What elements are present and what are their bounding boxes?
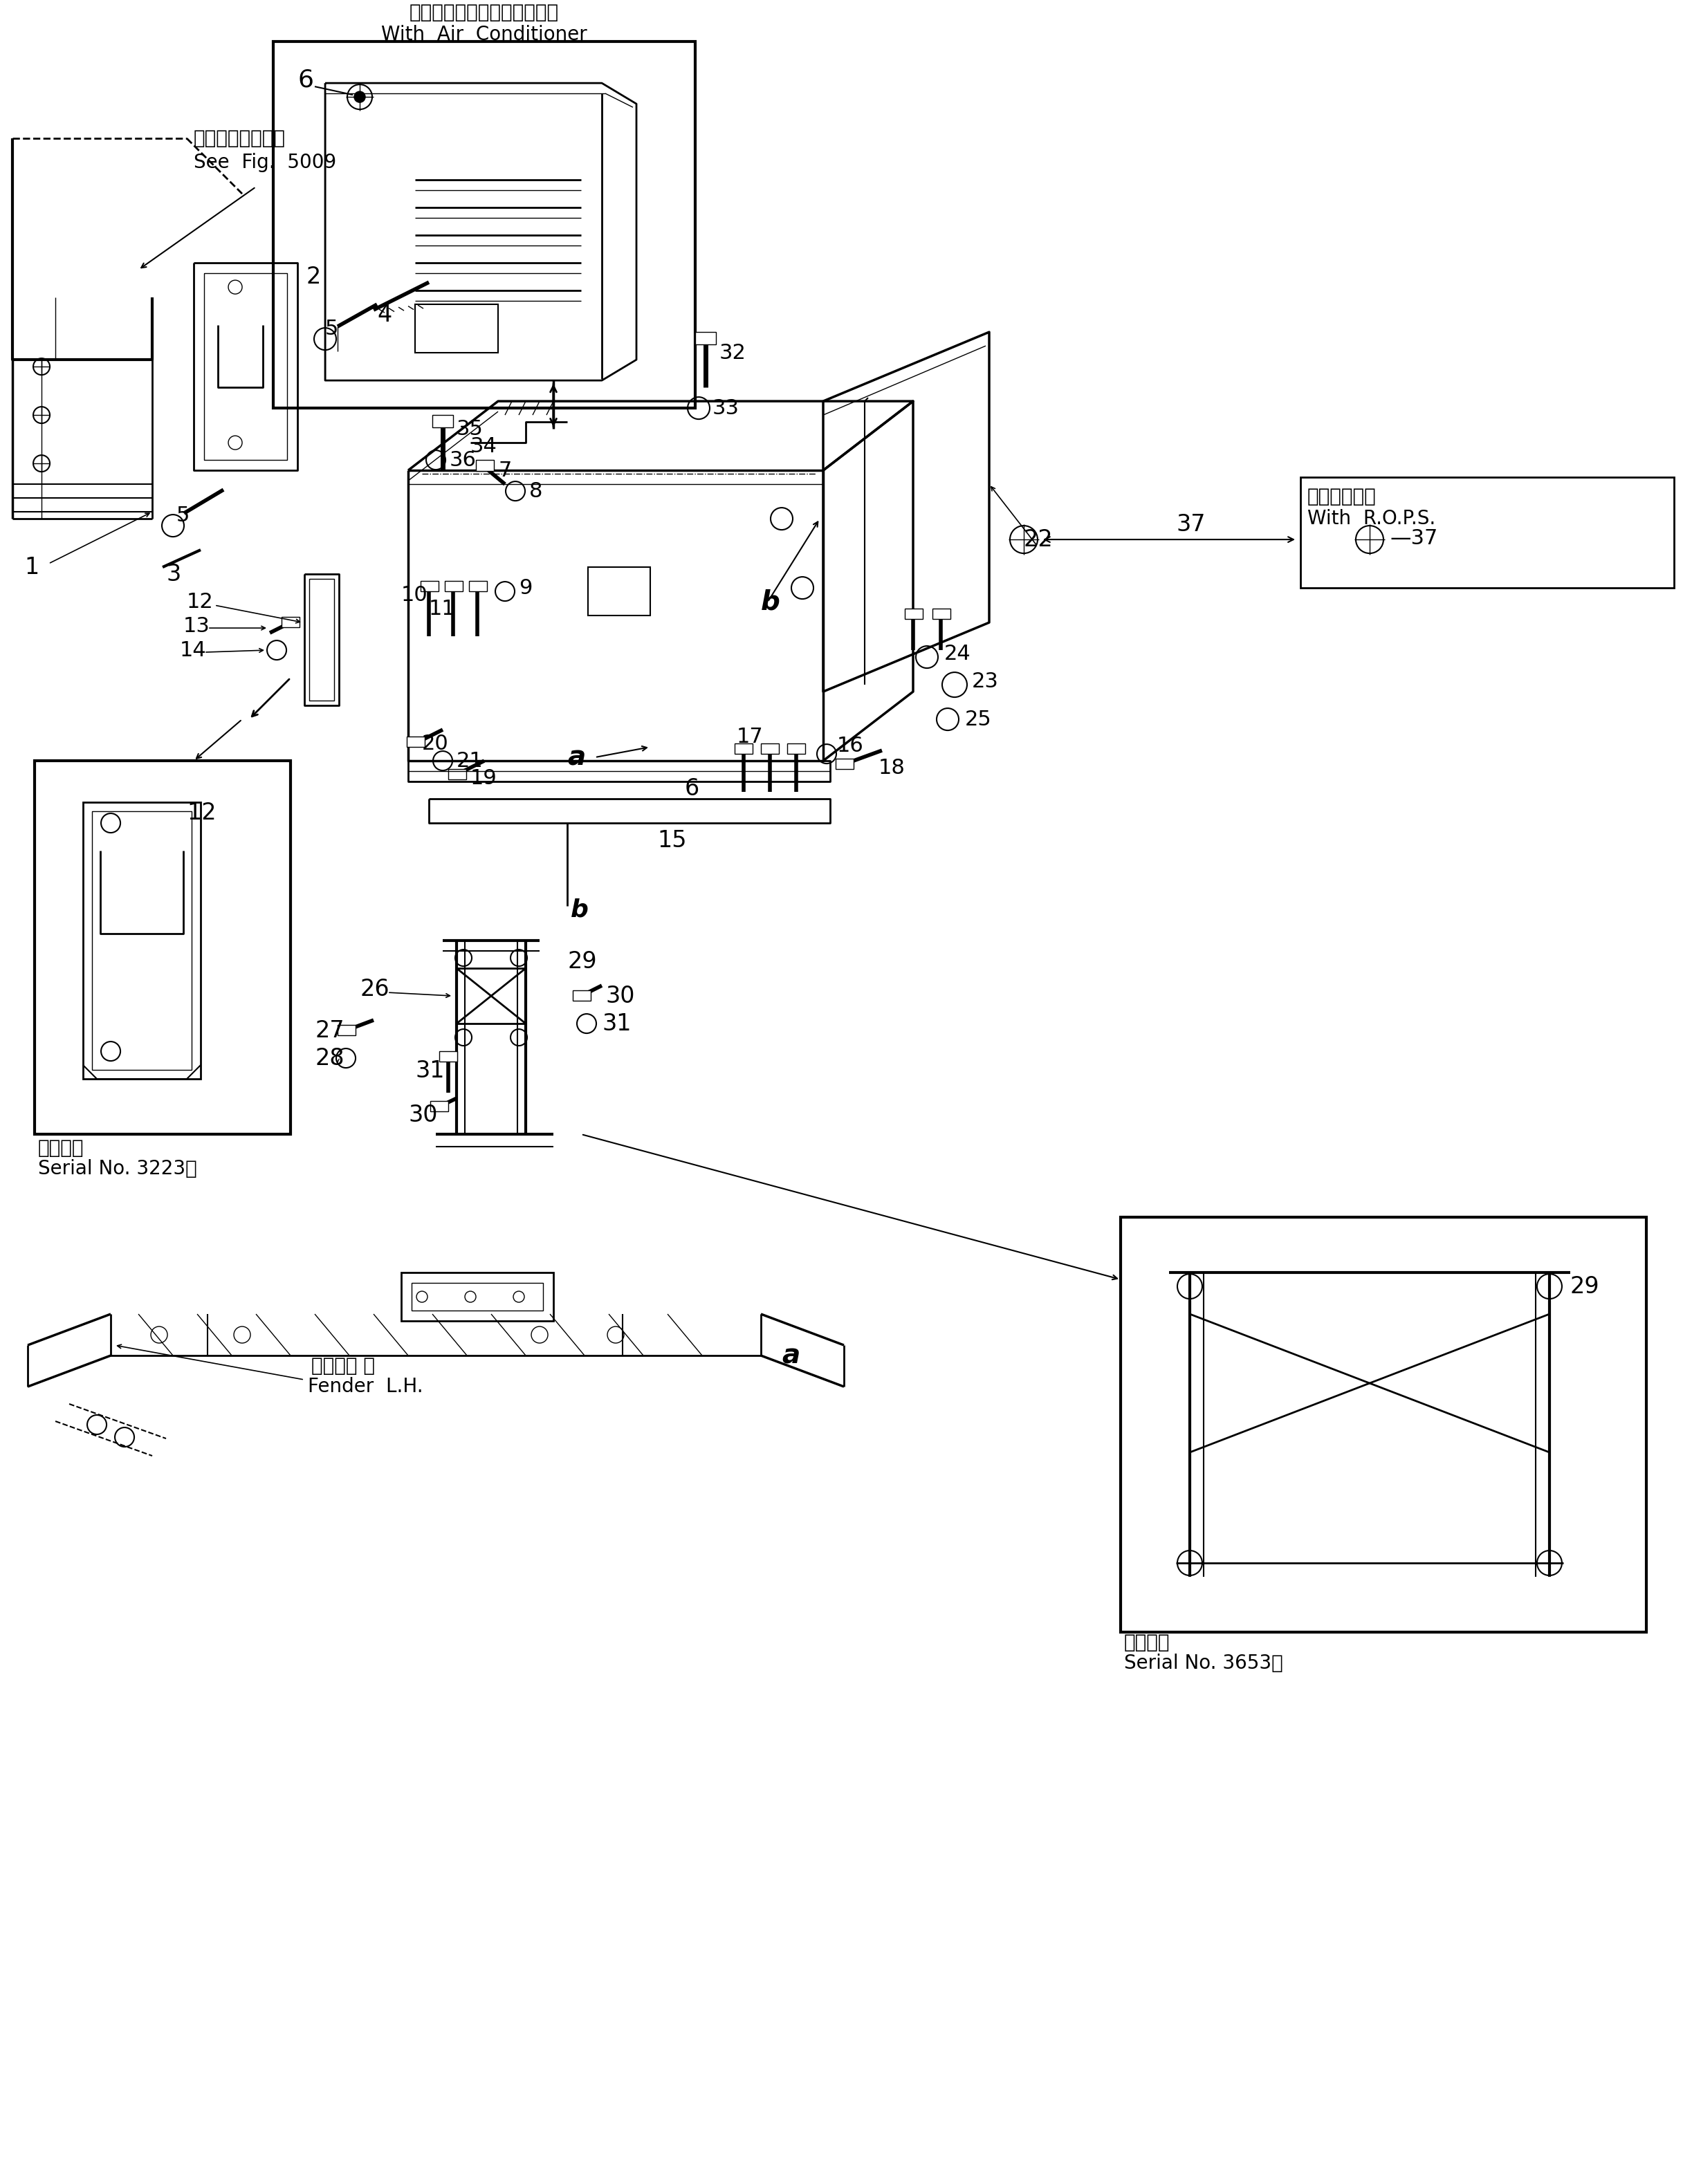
Text: ロプス装着時: ロプス装着時: [1308, 487, 1377, 507]
Bar: [273, 41, 695, 408]
Text: 6: 6: [685, 778, 700, 799]
Text: b: b: [571, 898, 589, 922]
Text: 23: 23: [971, 670, 998, 692]
Text: 11: 11: [429, 598, 456, 618]
Bar: [416, 304, 498, 354]
Bar: [412, 1282, 544, 1310]
Bar: [761, 743, 779, 753]
Text: 10: 10: [401, 585, 427, 605]
Text: 18: 18: [879, 758, 905, 778]
Text: 37: 37: [1176, 513, 1205, 535]
Text: エアーコンディショナ装着時: エアーコンディショナ装着時: [409, 2, 559, 22]
Bar: [448, 769, 466, 780]
Bar: [572, 989, 591, 1000]
Bar: [431, 1101, 448, 1112]
Bar: [401, 1273, 554, 1321]
Bar: [439, 1051, 458, 1061]
Text: 12: 12: [187, 592, 214, 612]
Bar: [281, 616, 300, 627]
Bar: [587, 568, 650, 616]
Text: 36: 36: [449, 450, 476, 470]
Text: フェンダ 左: フェンダ 左: [311, 1356, 375, 1376]
Bar: [476, 461, 493, 472]
Text: 21: 21: [456, 751, 483, 771]
Text: 28: 28: [315, 1046, 343, 1070]
Text: 15: 15: [656, 830, 687, 852]
Text: Fender  L.H.: Fender L.H.: [308, 1376, 422, 1396]
Text: a: a: [567, 745, 586, 771]
Text: 30: 30: [606, 985, 634, 1007]
Text: 5: 5: [177, 505, 190, 526]
Text: 14: 14: [180, 640, 207, 660]
Text: 31: 31: [416, 1059, 444, 1081]
Text: 4: 4: [377, 304, 392, 325]
Text: 29: 29: [1570, 1275, 1601, 1297]
Text: a: a: [781, 1343, 799, 1369]
Text: 適用号機: 適用号機: [1124, 1634, 1170, 1653]
Bar: [1301, 478, 1675, 587]
Bar: [82, 802, 200, 1079]
Text: 22: 22: [1023, 529, 1054, 550]
Bar: [836, 758, 853, 769]
Text: 8: 8: [528, 480, 542, 500]
Text: Serial No. 3223～: Serial No. 3223～: [39, 1160, 197, 1179]
Bar: [932, 609, 951, 618]
Bar: [1121, 1216, 1646, 1631]
Bar: [421, 581, 439, 592]
Text: 16: 16: [836, 736, 863, 756]
Bar: [695, 332, 715, 345]
Text: 20: 20: [422, 734, 449, 753]
Text: 13: 13: [183, 616, 210, 636]
Text: 適用号機: 適用号機: [39, 1138, 84, 1158]
Text: 12: 12: [187, 802, 217, 823]
Bar: [788, 743, 804, 753]
Text: 31: 31: [603, 1011, 631, 1035]
Text: See  Fig.  5009: See Fig. 5009: [194, 153, 337, 173]
Bar: [338, 1024, 355, 1035]
Text: 25: 25: [964, 710, 991, 729]
Bar: [35, 760, 291, 1133]
Text: 32: 32: [719, 343, 746, 363]
Text: 30: 30: [409, 1103, 438, 1127]
Bar: [407, 736, 424, 747]
Bar: [444, 581, 463, 592]
Bar: [905, 609, 922, 618]
Text: 34: 34: [471, 437, 496, 456]
Text: 24: 24: [944, 644, 971, 664]
Text: 26: 26: [360, 978, 389, 1000]
Text: 17: 17: [737, 727, 764, 747]
Bar: [470, 581, 486, 592]
Text: 2: 2: [306, 264, 320, 288]
Text: With  R.O.P.S.: With R.O.P.S.: [1308, 509, 1436, 529]
Text: 35: 35: [456, 419, 483, 439]
Text: 19: 19: [471, 769, 496, 788]
Text: Serial No. 3653～: Serial No. 3653～: [1124, 1653, 1282, 1673]
Text: 9: 9: [518, 579, 532, 598]
Text: 6: 6: [298, 68, 313, 92]
Text: —37: —37: [1390, 529, 1439, 548]
Circle shape: [353, 92, 365, 103]
Text: 29: 29: [567, 950, 597, 972]
Text: 33: 33: [712, 397, 739, 417]
Text: 第５００９図参照: 第５００９図参照: [194, 129, 286, 149]
Text: 3: 3: [167, 563, 180, 585]
Text: b: b: [761, 590, 781, 616]
Bar: [735, 743, 752, 753]
Text: 5: 5: [325, 319, 338, 339]
Bar: [433, 415, 453, 428]
Bar: [93, 810, 192, 1070]
Text: 7: 7: [498, 461, 512, 480]
Text: With  Air  Conditioner: With Air Conditioner: [382, 24, 587, 44]
Text: 27: 27: [315, 1020, 345, 1042]
Text: 1: 1: [24, 555, 39, 579]
